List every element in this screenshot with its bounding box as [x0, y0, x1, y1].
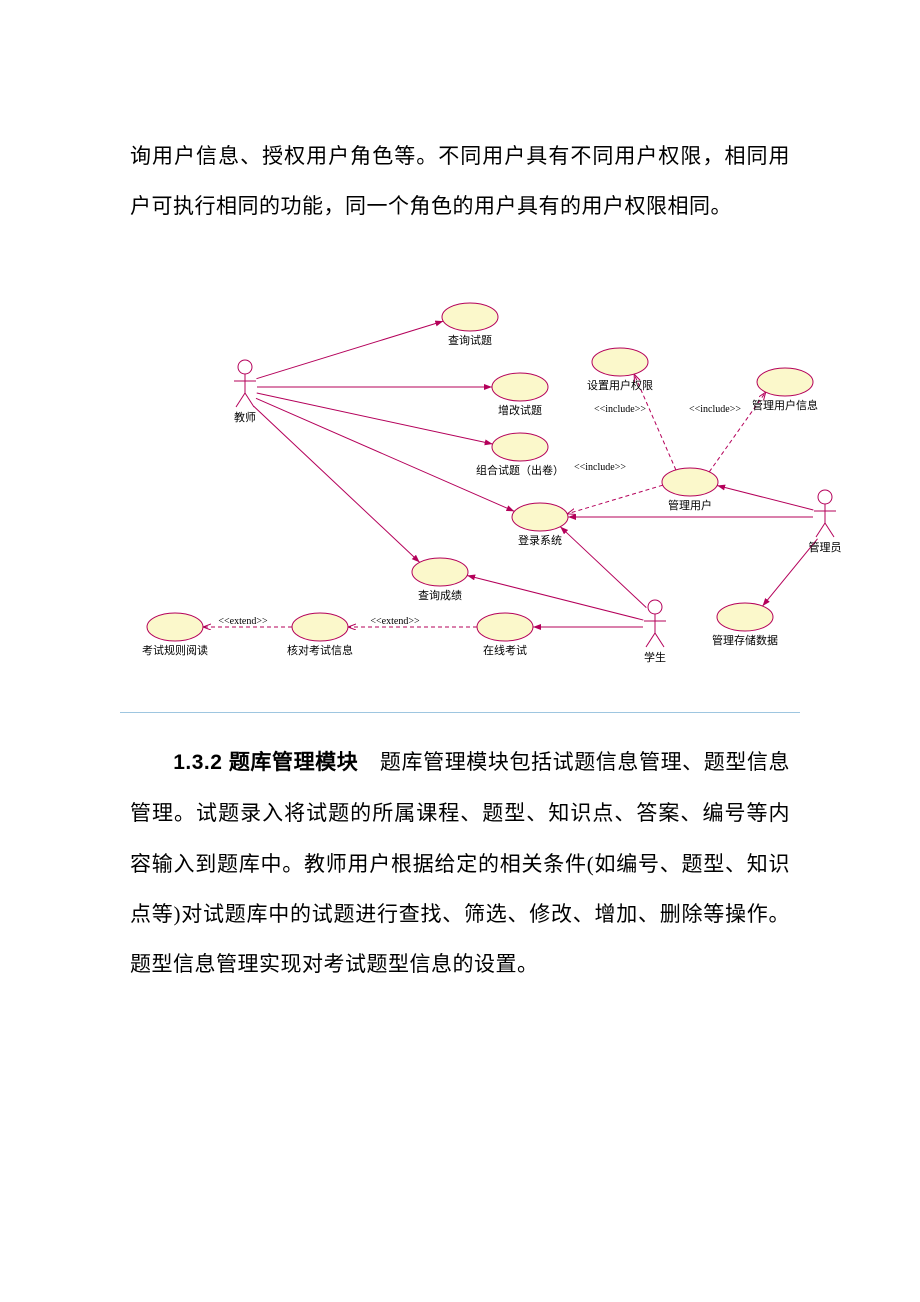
usecase-label: 查询成绩	[418, 588, 462, 602]
usecase-label: 管理用户信息	[752, 398, 818, 412]
usecase-label: 登录系统	[518, 533, 562, 547]
usecase-compose: 组合试题（出卷）	[476, 433, 564, 477]
edge-label: <<include>>	[689, 404, 741, 415]
paragraph-2-body: 题库管理模块包括试题信息管理、题型信息管理。试题录入将试题的所属课程、题型、知识…	[130, 750, 790, 977]
section-heading: 1.3.2 题库管理模块	[173, 751, 358, 774]
edge-label: <<include>>	[574, 462, 626, 473]
usecase-svg: <<include>> <<include>> <<include>> <<exten…	[130, 272, 850, 692]
assoc-edge	[717, 485, 813, 509]
usecase-label: 管理用户	[668, 498, 712, 512]
actor-label: 教师	[234, 411, 256, 424]
usecase-verify: 核对考试信息	[287, 613, 353, 657]
edge-label: <<extend>>	[218, 616, 268, 627]
usecase-label: 考试规则阅读	[142, 643, 208, 657]
usecase-mng_info: 管理用户信息	[752, 368, 818, 412]
usecase-label: 增改试题	[498, 403, 542, 417]
paragraph-2: 1.3.2 题库管理模块 题库管理模块包括试题信息管理、题型信息管理。试题录入将…	[130, 737, 790, 990]
actor-label: 学生	[644, 650, 666, 664]
usecase-rules: 考试规则阅读	[142, 613, 208, 657]
actor-admin: 管理员	[809, 490, 842, 554]
usecase-mng_user: 管理用户	[662, 468, 718, 512]
assoc-edge	[254, 406, 420, 562]
usecase-login: 登录系统	[512, 503, 568, 547]
assoc-edge	[256, 321, 443, 379]
assoc-edge	[257, 393, 493, 444]
usecase-label: 设置用户权限	[587, 378, 653, 392]
assoc-edge	[467, 575, 643, 620]
actor-teacher: 教师	[234, 360, 256, 424]
usecase-mng_store: 管理存储数据	[712, 603, 778, 647]
dependency-edge	[567, 485, 662, 514]
assoc-edge	[560, 526, 646, 607]
nodes-layer: 查询试题设置用户权限增改试题 管理用户信息组合试题（出卷） 管理用户登录系统查询成绩…	[142, 303, 842, 664]
usecase-label: 查询试题	[448, 333, 492, 347]
usecase-diagram: <<include>> <<include>> <<include>> <<exten…	[130, 272, 790, 692]
usecase-mod_q: 增改试题	[492, 373, 548, 417]
paragraph-1: 询用户信息、授权用户角色等。不同用户具有不同用户权限，相同用户可执行相同的功能，…	[130, 131, 790, 232]
edge-label: <<extend>>	[370, 616, 420, 627]
usecase-query_q: 查询试题	[442, 303, 498, 347]
usecase-label: 管理存储数据	[712, 633, 778, 647]
assoc-edge	[256, 398, 514, 511]
usecase-set_perm: 设置用户权限	[587, 348, 653, 392]
usecase-label: 组合试题（出卷）	[476, 463, 564, 477]
usecase-online: 在线考试	[477, 613, 533, 657]
usecase-label: 在线考试	[483, 643, 527, 657]
usecase-grade: 查询成绩	[412, 558, 468, 602]
page: 询用户信息、授权用户角色等。不同用户具有不同用户权限，相同用户可执行相同的功能，…	[0, 0, 920, 1302]
section-divider	[120, 712, 800, 713]
edge-label: <<include>>	[594, 404, 646, 415]
actor-student: 学生	[644, 600, 666, 664]
usecase-label: 核对考试信息	[287, 643, 353, 657]
actor-label: 管理员	[809, 540, 842, 554]
